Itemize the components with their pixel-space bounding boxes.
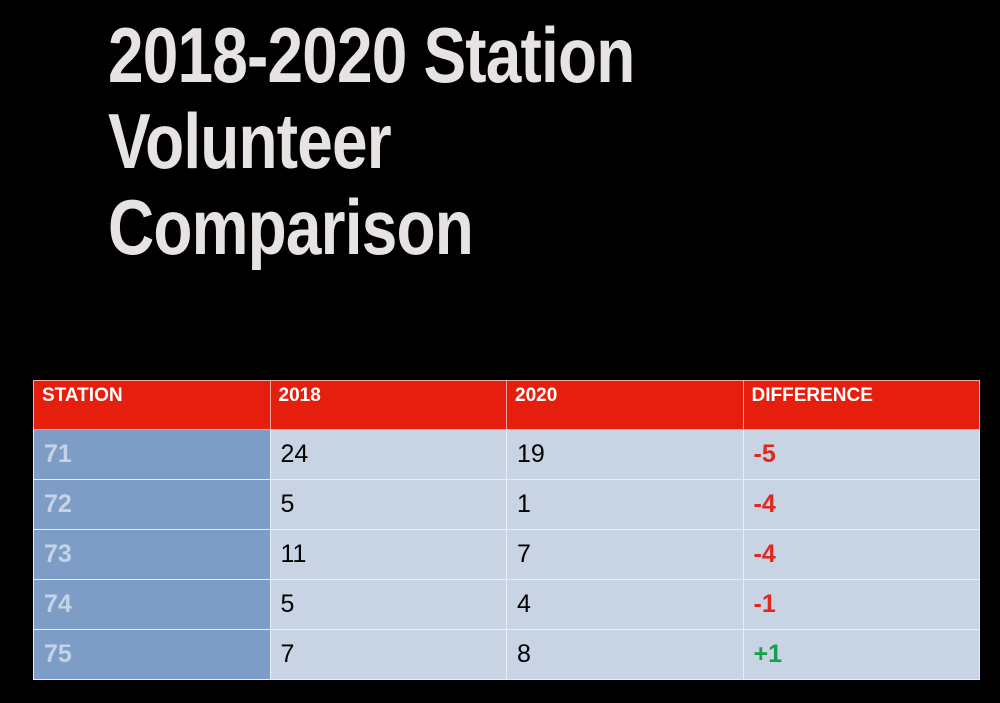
header-cell: 2020 [506,380,744,430]
value-cell: 24 [269,429,507,480]
station-cell: 73 [33,529,271,580]
table-row: 71 24 19 -5 [33,429,980,480]
header-row: STATION 2018 2020 DIFFERENCE [33,380,980,430]
station-cell: 75 [33,629,271,680]
title-line: Volunteer [108,97,392,185]
difference-cell: -1 [742,579,980,630]
difference-cell: -4 [742,479,980,530]
header-cell: STATION [33,380,271,430]
difference-cell: +1 [742,629,980,680]
table-row: 74 5 4 -1 [33,579,980,630]
difference-cell: -4 [742,529,980,580]
header-cell: DIFFERENCE [742,380,980,430]
value-cell: 7 [506,529,744,580]
title: 2018-2020 Station Volunteer Comparison [108,12,750,270]
value-cell: 7 [269,629,507,680]
station-cell: 71 [33,429,271,480]
table-row: 72 5 1 -4 [33,479,980,530]
difference-cell: -5 [742,429,980,480]
header-cell: 2018 [269,380,507,430]
table-row: 73 11 7 -4 [33,529,980,580]
value-cell: 5 [269,479,507,530]
station-cell: 74 [33,579,271,630]
table-row: 75 7 8 +1 [33,629,980,680]
value-cell: 19 [506,429,744,480]
value-cell: 4 [506,579,744,630]
table-body: 71 24 19 -5 72 5 1 -4 73 11 7 -4 74 5 4 -1 75 7 8 +1 [33,429,980,680]
value-cell: 8 [506,629,744,680]
station-cell: 72 [33,479,271,530]
title-line: 2018-2020 Station [108,11,635,99]
value-cell: 11 [269,529,507,580]
title-line: Comparison [108,183,474,271]
value-cell: 1 [506,479,744,530]
value-cell: 5 [269,579,507,630]
comparison-table: STATION 2018 2020 DIFFERENCE 71 24 19 -5 72 5 1 -4… [33,380,980,680]
